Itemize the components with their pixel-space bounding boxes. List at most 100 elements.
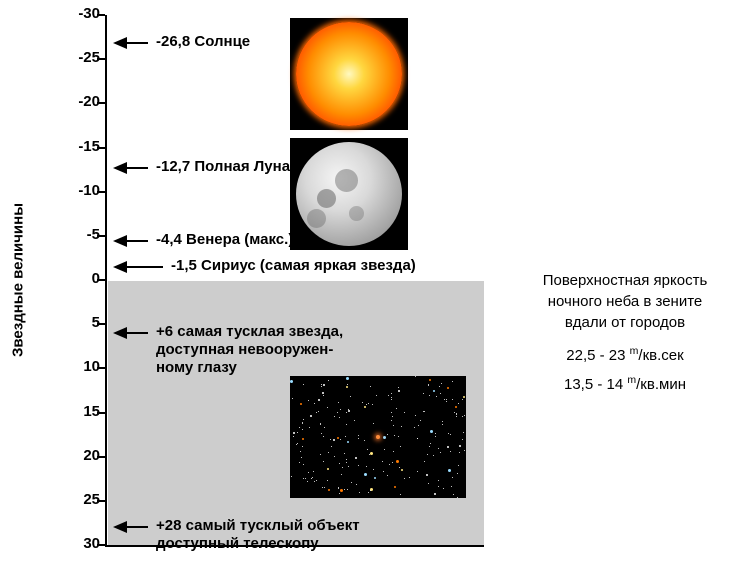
star-dot	[439, 386, 440, 387]
star-dot	[302, 429, 303, 430]
star-dot	[338, 402, 339, 403]
star-dot	[301, 457, 302, 458]
star-dot	[435, 433, 436, 434]
star-dot	[358, 465, 359, 466]
sky-brightness-title-line: ночного неба в зените	[520, 293, 730, 310]
star-dot	[387, 475, 388, 476]
star-dot	[291, 476, 292, 477]
star-dot	[404, 412, 405, 413]
star-dot	[358, 435, 359, 436]
star-dot	[394, 435, 395, 436]
arrow-line	[125, 266, 163, 268]
star-dot	[321, 433, 322, 434]
star-dot	[383, 471, 384, 472]
tick-label: 15	[60, 403, 100, 420]
star-dot	[323, 384, 325, 386]
star-dot	[446, 399, 447, 400]
star-dot	[324, 487, 325, 488]
star-dot	[442, 424, 443, 425]
star-dot	[351, 482, 352, 483]
star-dot	[376, 395, 377, 396]
star-dot	[441, 383, 442, 384]
star-dot	[348, 410, 350, 412]
star-dot	[459, 445, 461, 447]
star-dot	[453, 494, 454, 495]
star-dot	[367, 449, 368, 450]
magnitude-object-label: -26,8 Солнце	[156, 33, 250, 50]
star-dot	[440, 393, 441, 394]
star-dot	[429, 379, 431, 381]
star-dot	[346, 386, 348, 388]
star-dot	[314, 481, 315, 482]
star-dot	[424, 461, 425, 462]
star-dot	[296, 444, 297, 445]
star-dot	[462, 439, 463, 440]
tick-label: 5	[60, 314, 100, 331]
star-dot	[452, 381, 453, 382]
star-dot	[345, 436, 346, 437]
tick-label: 0	[60, 270, 100, 287]
star-dot	[448, 433, 449, 434]
star-dot	[309, 427, 310, 428]
star-dot	[399, 467, 400, 468]
star-dot	[342, 467, 343, 468]
star-dot	[300, 403, 302, 405]
sky-brightness-title-line: Поверхностная яркость	[520, 272, 730, 289]
star-dot	[290, 380, 293, 383]
star-dot	[303, 478, 304, 479]
star-dot	[452, 399, 453, 400]
star-dot	[391, 412, 392, 413]
star-dot	[417, 471, 418, 472]
star-dot	[331, 446, 332, 447]
star-dot	[323, 436, 324, 437]
star-dot	[310, 415, 312, 417]
magnitude-object-label: -1,5 Сириус (самая яркая звезда)	[171, 257, 416, 274]
y-axis-line	[105, 15, 107, 545]
star-dot	[330, 439, 331, 440]
star-dot	[346, 424, 347, 425]
star-dot	[456, 416, 457, 417]
star-dot	[433, 455, 434, 456]
star-dot	[346, 412, 347, 413]
star-dot	[340, 409, 341, 410]
star-dot	[417, 438, 418, 439]
star-dot	[339, 493, 340, 494]
star-dot	[356, 484, 357, 485]
star-dot	[312, 477, 313, 478]
arrow-line	[125, 526, 148, 528]
star-dot	[391, 420, 392, 421]
starfield-image	[290, 376, 466, 498]
star-dot	[458, 465, 459, 466]
star-dot	[362, 402, 363, 403]
star-dot	[450, 434, 451, 435]
star-dot	[364, 406, 366, 408]
star-dot	[435, 436, 436, 437]
star-dot	[347, 384, 348, 385]
star-dot	[434, 493, 436, 495]
star-dot	[436, 396, 437, 397]
star-dot	[297, 432, 298, 433]
star-dot	[429, 446, 430, 447]
star-dot	[423, 393, 424, 394]
star-dot	[339, 417, 340, 418]
star-dot	[464, 450, 465, 451]
star-dot	[438, 480, 439, 481]
star-dot	[430, 443, 431, 444]
star-dot	[340, 439, 341, 440]
star-dot	[394, 486, 396, 488]
star-dot	[440, 452, 441, 453]
star-dot	[391, 399, 392, 400]
star-dot	[348, 466, 349, 467]
arrow-line	[125, 332, 148, 334]
star-dot	[359, 492, 360, 493]
star-dot	[398, 387, 399, 388]
star-dot	[448, 469, 451, 472]
star-dot	[455, 406, 457, 408]
star-dot	[320, 454, 321, 455]
moon-image	[290, 138, 408, 250]
star-dot	[452, 477, 453, 478]
star-dot	[446, 401, 447, 402]
star-dot	[337, 412, 338, 413]
star-dot	[366, 404, 367, 405]
central-star-icon	[376, 435, 380, 439]
